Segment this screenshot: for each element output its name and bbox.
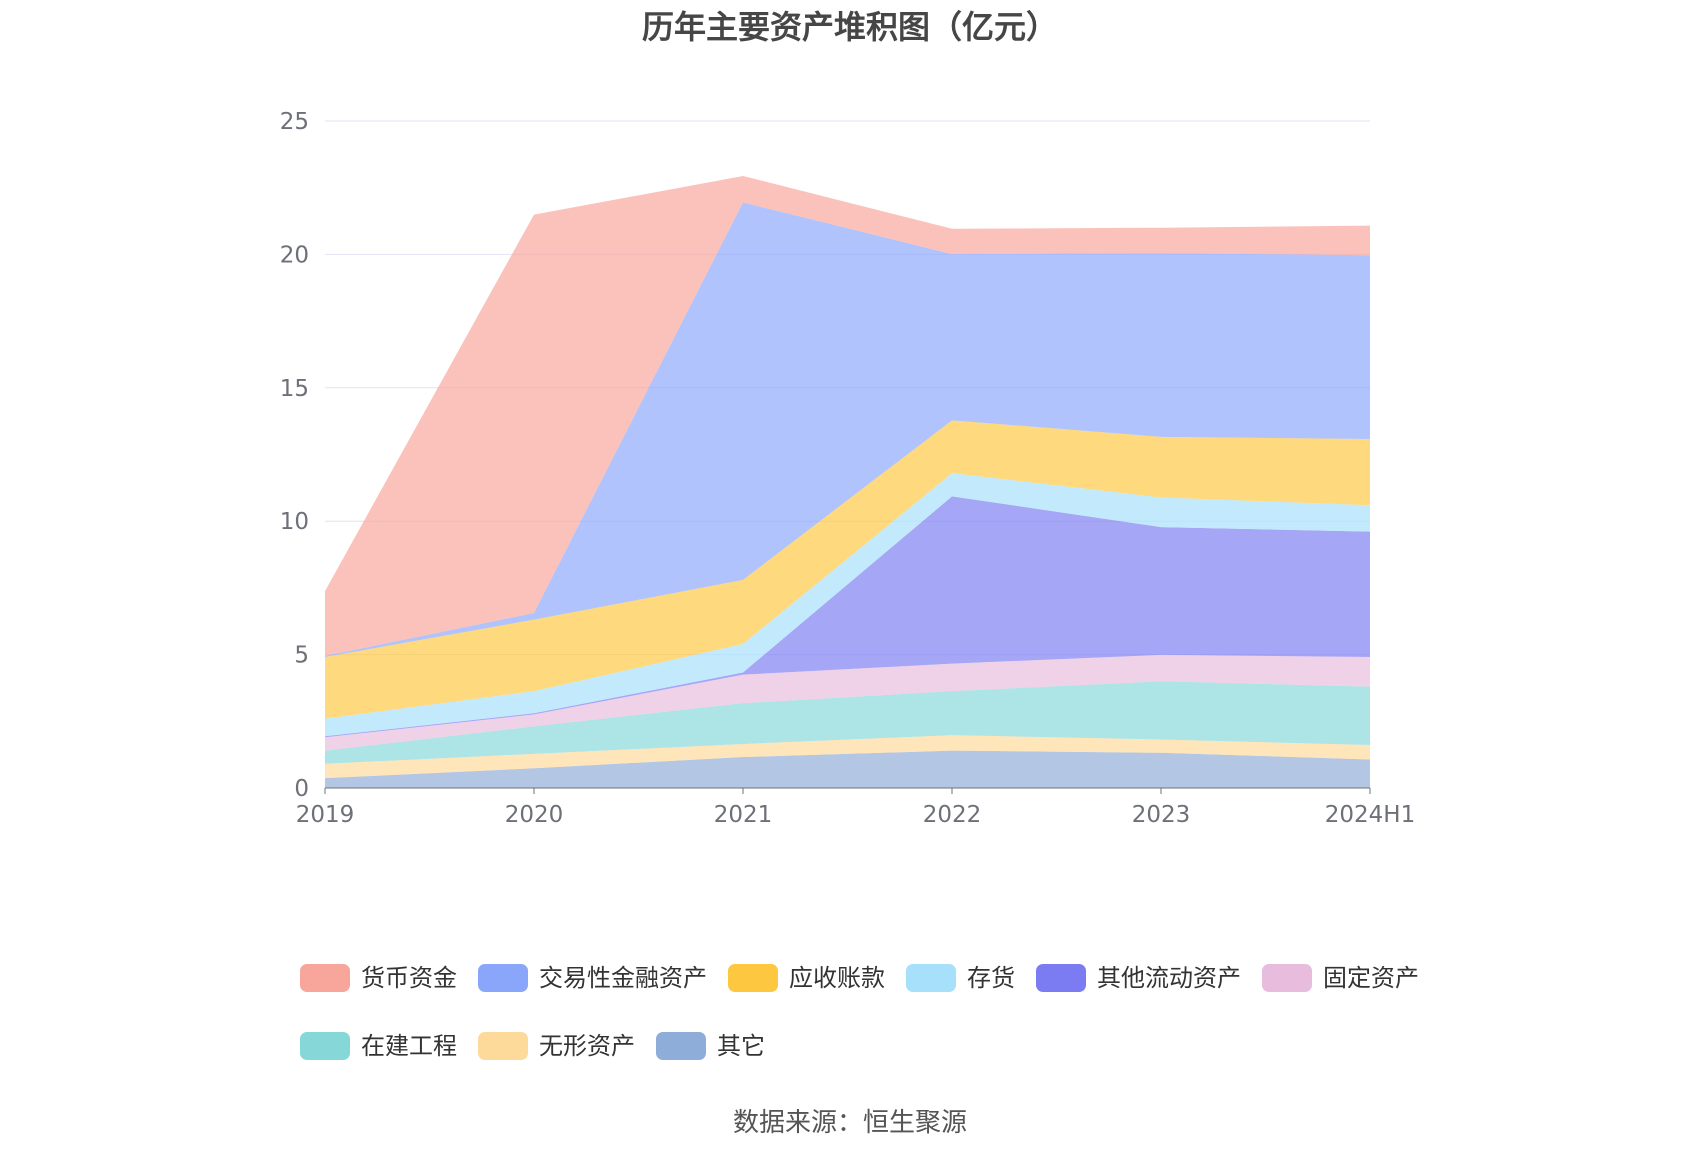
- legend-swatch: [728, 964, 778, 992]
- area-series-6: [325, 681, 1370, 764]
- axes: [324, 787, 1371, 794]
- legend-label: 货币资金: [361, 964, 457, 992]
- legend-label: 其他流动资产: [1097, 964, 1241, 992]
- y-tick-label: 10: [280, 509, 309, 535]
- stacked-area-chart: 0 5 10 15 20 25 2019 2020 2021 2022 2023 2024H1: [280, 109, 1416, 828]
- legend-swatch: [478, 1032, 528, 1060]
- legend-label: 在建工程: [361, 1032, 457, 1060]
- y-tick-label: 0: [294, 776, 309, 802]
- legend-item[interactable]: 无形资产: [478, 1032, 635, 1060]
- area-series-0: [325, 175, 1370, 656]
- legend-label: 无形资产: [539, 1032, 635, 1060]
- legend-swatch: [906, 964, 956, 992]
- x-tick-label: 2021: [714, 802, 773, 828]
- y-tick-label: 15: [280, 376, 309, 402]
- chart-title: 历年主要资产堆积图（亿元）: [641, 8, 1058, 46]
- x-tick-label: 2019: [296, 802, 355, 828]
- legend-item[interactable]: 交易性金融资产: [478, 964, 707, 992]
- area-series-7: [325, 735, 1370, 779]
- legend-label: 交易性金融资产: [539, 964, 707, 992]
- legend-swatch: [300, 1032, 350, 1060]
- area-series-2: [325, 420, 1370, 719]
- legend-swatch: [478, 964, 528, 992]
- legend-label: 存货: [967, 964, 1015, 992]
- area-series-1: [325, 202, 1370, 657]
- legend-label: 其它: [717, 1032, 765, 1060]
- tick-labels: 0 5 10 15 20 25 2019 2020 2021 2022 2023 2024H1: [280, 109, 1416, 828]
- legend-label: 固定资产: [1323, 964, 1419, 992]
- legend-item[interactable]: 固定资产: [1262, 964, 1419, 992]
- legend-item[interactable]: 存货: [906, 964, 1015, 992]
- x-tick-label: 2022: [923, 802, 982, 828]
- chart-legend: 货币资金 交易性金融资产 应收账款 存货 其他流动资产 固定资产在建工程 无形资产 其它: [300, 964, 1500, 1060]
- legend-swatch: [300, 964, 350, 992]
- x-tick-label: 2024H1: [1325, 802, 1415, 828]
- legend-item[interactable]: 在建工程: [300, 1032, 457, 1060]
- legend-item[interactable]: 应收账款: [728, 964, 885, 992]
- data-source-note: 数据来源：恒生聚源: [732, 1108, 967, 1138]
- x-tick-label: 2023: [1132, 802, 1191, 828]
- legend-item[interactable]: 其他流动资产: [1036, 964, 1241, 992]
- series-areas: [325, 175, 1370, 788]
- legend-item[interactable]: 货币资金: [300, 964, 457, 992]
- legend-swatch: [1262, 964, 1312, 992]
- legend-item[interactable]: 其它: [656, 1032, 765, 1060]
- legend-swatch: [656, 1032, 706, 1060]
- x-tick-label: 2020: [505, 802, 564, 828]
- legend-swatch: [1036, 964, 1086, 992]
- y-tick-label: 20: [280, 242, 309, 268]
- legend-label: 应收账款: [789, 964, 885, 992]
- area-series-4: [325, 496, 1370, 738]
- y-tick-label: 25: [280, 109, 309, 135]
- area-series-8: [325, 750, 1370, 788]
- y-tick-label: 5: [294, 643, 309, 669]
- area-series-3: [325, 473, 1370, 737]
- area-series-5: [325, 654, 1370, 751]
